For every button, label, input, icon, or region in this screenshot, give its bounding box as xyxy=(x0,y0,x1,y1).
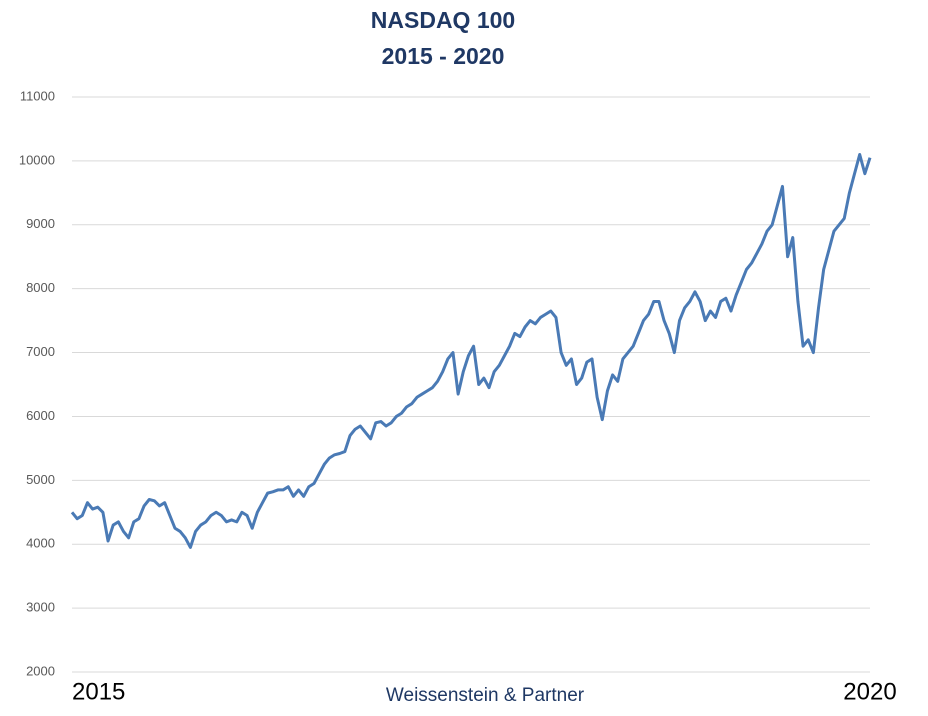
footer: Weissenstein & Partner xyxy=(386,685,585,706)
x-tick-label: 2020 xyxy=(843,678,896,705)
y-tick-label: 9000 xyxy=(26,216,55,231)
chart-title: NASDAQ 100 xyxy=(371,7,515,33)
chart-subtitle: 2015 - 2020 xyxy=(382,43,505,69)
y-tick-label: 10000 xyxy=(19,152,55,167)
y-tick-label: 7000 xyxy=(26,344,55,359)
y-tick-label: 6000 xyxy=(26,408,55,423)
line xyxy=(70,153,872,549)
y-tick-label: 4000 xyxy=(26,536,55,551)
y-tick-label: 2000 xyxy=(26,663,55,678)
y-tick-label: 3000 xyxy=(26,600,55,615)
x-tick-label: 2015 xyxy=(72,678,125,705)
y-tick-label: 5000 xyxy=(26,472,55,487)
y-tick-label: 8000 xyxy=(26,280,55,295)
y-tick-label: 11000 xyxy=(20,88,55,103)
